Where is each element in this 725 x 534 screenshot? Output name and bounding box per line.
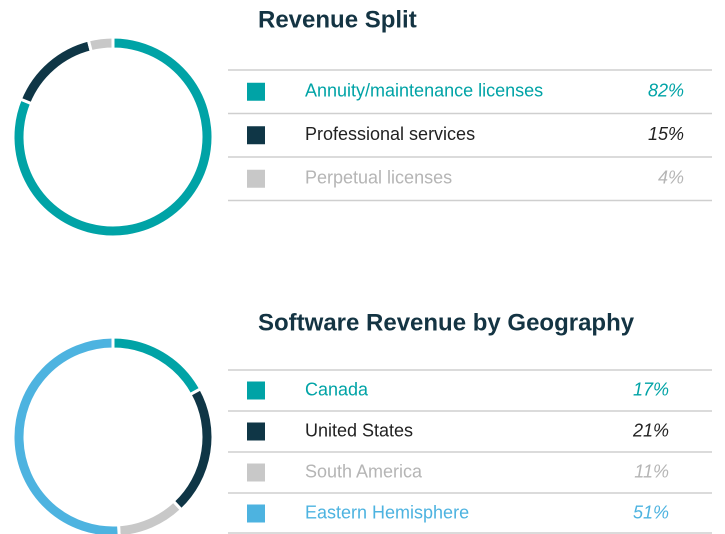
value-label: 51% [633, 502, 669, 522]
legend-label: Eastern Hemisphere [305, 502, 469, 522]
legend-swatch [247, 463, 265, 482]
value-label: 82% [648, 81, 684, 101]
value-label: 17% [633, 379, 669, 399]
legend-swatch [247, 381, 265, 400]
legend-label: United States [305, 420, 413, 440]
legend-swatch [247, 126, 265, 145]
donut-segment [116, 499, 184, 534]
donut-segment [86, 35, 115, 54]
value-label: 4% [658, 168, 684, 188]
legend-label: Annuity/maintenance licenses [305, 81, 543, 101]
legend-swatch [247, 504, 265, 523]
donut-segment [111, 335, 203, 397]
donut-segment [18, 38, 94, 106]
legend-swatch [247, 169, 265, 188]
legend-swatch [247, 422, 265, 441]
legend-label: Professional services [305, 124, 475, 144]
chart-title: Revenue Split [258, 6, 417, 33]
legend-swatch [247, 82, 265, 101]
donut-segment [11, 335, 121, 534]
donut-segment [171, 386, 215, 513]
legend-label: Canada [305, 379, 369, 399]
value-label: 21% [632, 420, 669, 440]
chart-title: Software Revenue by Geography [258, 309, 635, 336]
legend-label: South America [305, 461, 423, 481]
value-label: 11% [634, 461, 669, 481]
legend-label: Perpetual licenses [305, 168, 452, 188]
value-label: 15% [648, 124, 684, 144]
